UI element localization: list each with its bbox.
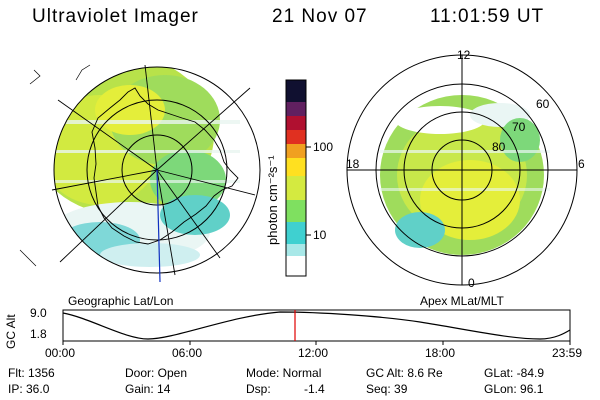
gc-altitude: GC Alt: 8.6 Re — [366, 366, 443, 380]
lat-label-60: 60 — [536, 97, 550, 111]
left-auroral-image — [54, 67, 240, 267]
dsp-value: -1.4 — [304, 382, 325, 396]
colorbar-tick-100: 100 — [313, 140, 334, 154]
mode-value: Mode: Normal — [246, 366, 322, 380]
app-title: Ultraviolet Imager — [32, 6, 199, 27]
sequence-number: Seq: 39 — [366, 382, 408, 396]
left-panel-caption: Geographic Lat/Lon — [68, 294, 174, 308]
mlt-label-18: 18 — [346, 157, 360, 171]
mlt-label-6: 6 — [578, 157, 585, 171]
colorbar — [285, 79, 311, 277]
time-tick-0000: 00:00 — [45, 346, 76, 360]
altitude-ylabel: GC Alt — [4, 314, 18, 349]
colorbar-unit-label: photon cm⁻²s⁻¹ — [265, 155, 280, 245]
time-tick-1200: 12:00 — [298, 346, 329, 360]
lat-label-80: 80 — [492, 140, 506, 154]
geographic-map — [19, 64, 261, 283]
right-panel-caption: Apex MLat/MLT — [420, 294, 504, 308]
flight-number: Flt: 1356 — [8, 366, 55, 380]
geographic-latitude: GLat: -84.9 — [484, 366, 545, 380]
time-tick-0600: 06:00 — [172, 346, 203, 360]
magnetic-map — [346, 54, 578, 286]
observation-date: 21 Nov 07 — [272, 6, 368, 27]
mlt-label-0: 0 — [468, 276, 475, 290]
gain-value: Gain: 14 — [125, 382, 171, 396]
altitude-curve — [62, 311, 571, 340]
time-tick-1800: 18:00 — [425, 346, 456, 360]
altitude-ytick-high: 9.0 — [30, 306, 47, 320]
lat-label-70: 70 — [512, 120, 526, 134]
altitude-ytick-low: 1.8 — [30, 327, 47, 341]
mlt-label-12: 12 — [457, 48, 471, 62]
meridian-marker — [156, 169, 161, 283]
colorbar-tick-10: 10 — [313, 228, 327, 242]
continent-outline — [91, 87, 239, 245]
dsp-label: Dsp: — [246, 382, 271, 396]
time-tick-2359: 23:59 — [552, 346, 583, 360]
ip-value: IP: 36.0 — [8, 382, 50, 396]
altitude-plot — [62, 309, 571, 345]
right-auroral-image — [380, 95, 550, 255]
observation-time: 11:01:59 UT — [430, 6, 545, 27]
geographic-longitude: GLon: 96.1 — [484, 382, 544, 396]
door-status: Door: Open — [125, 366, 188, 380]
